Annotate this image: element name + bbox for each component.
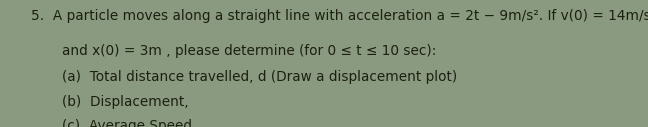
Text: (b)  Displacement,: (b) Displacement, <box>62 95 188 109</box>
Text: (a)  Total distance travelled, d (Draw a displacement plot): (a) Total distance travelled, d (Draw a … <box>62 70 457 84</box>
Text: 5.  A particle moves along a straight line with acceleration a = 2t − 9m/s². If : 5. A particle moves along a straight lin… <box>31 9 648 23</box>
Text: (c)  Average Speed: (c) Average Speed <box>62 119 192 127</box>
Text: and x(0) = 3m , please determine (for 0 ≤ t ≤ 10 sec):: and x(0) = 3m , please determine (for 0 … <box>62 44 436 58</box>
